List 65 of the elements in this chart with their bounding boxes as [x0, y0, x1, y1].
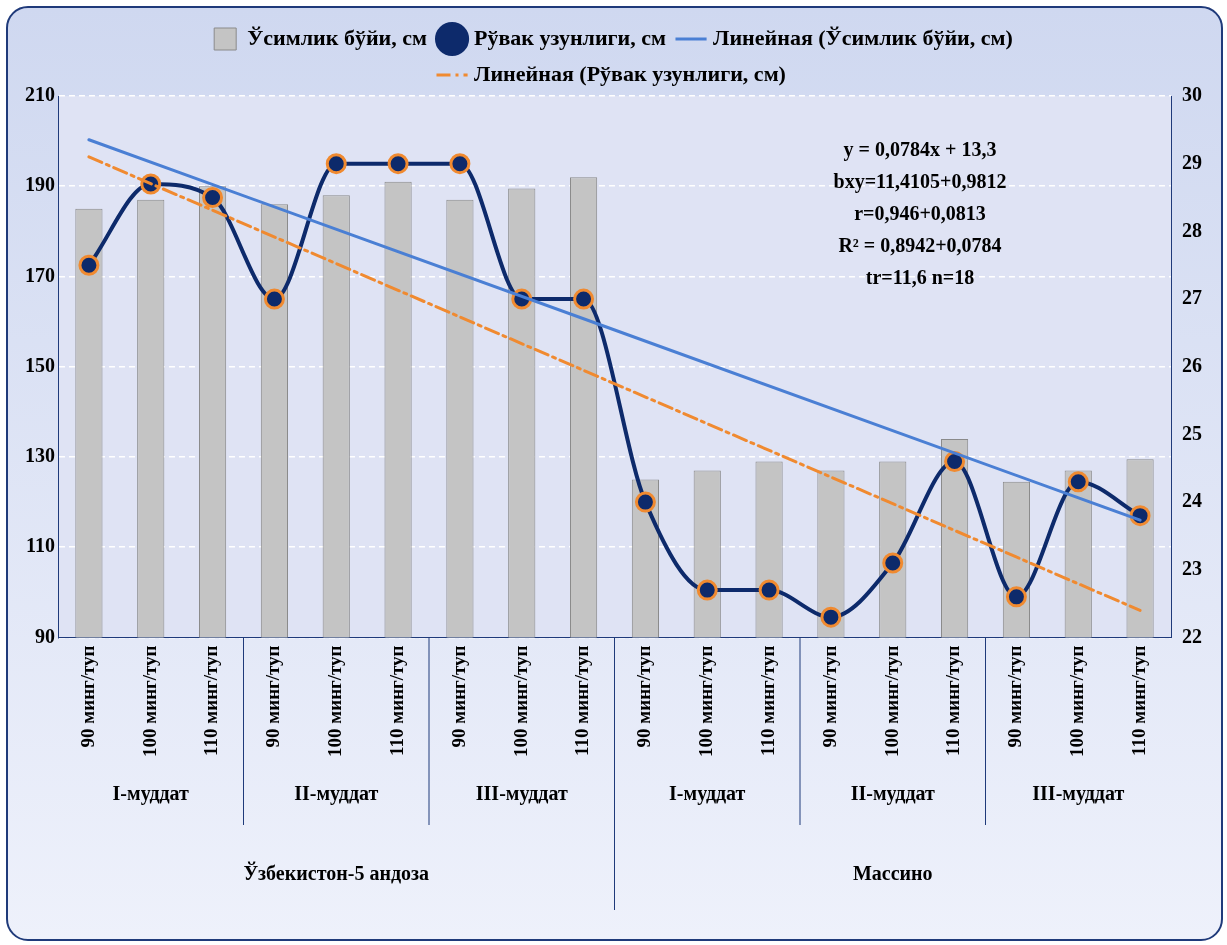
x-tick-label: 90 минг/туп	[818, 645, 840, 748]
y2-tick-label: 24	[1182, 489, 1202, 512]
x-tick-label: 100 минг/туп	[880, 645, 902, 758]
x-tick-label: 90 минг/туп	[76, 645, 98, 748]
x-tick-label: 90 минг/туп	[447, 645, 469, 748]
text: III-муддат	[1032, 782, 1125, 806]
point	[263, 288, 285, 310]
annotation: R² = 0,8942+0,0784	[838, 234, 1002, 257]
x-tick-label: 100 минг/туп	[695, 645, 717, 758]
point	[78, 254, 100, 276]
annotation: y = 0,0784x + 13,3	[843, 138, 997, 162]
text: II-муддат	[850, 782, 935, 806]
annotation: bxy=11,4105+0,9812	[833, 170, 1007, 194]
y2-tick-label: 26	[1182, 353, 1202, 376]
x-tick-label: 110 минг/туп	[385, 645, 407, 756]
text: Ўзбекистон-5 андоза	[243, 861, 430, 885]
x-tick-label: 110 минг/туп	[942, 645, 964, 756]
x-tick-label: 110 минг/туп	[200, 645, 222, 756]
x-tick-label: 90 минг/туп	[262, 645, 284, 748]
y-tick-label: 90	[35, 624, 55, 647]
y-tick-label: 150	[25, 353, 55, 376]
x-tick-label: 110 минг/туп	[1127, 645, 1149, 756]
legend-label: Линейная (Рўвак узунлиги, см)	[474, 60, 786, 86]
point	[820, 606, 842, 628]
point	[325, 153, 347, 175]
y-tick-label: 110	[26, 534, 55, 557]
x-tick-label: 100 минг/туп	[509, 645, 531, 758]
x-tick-label: 110 минг/туп	[571, 645, 593, 756]
point	[882, 552, 904, 574]
y2-tick-label: 28	[1182, 218, 1202, 241]
y-tick-label: 210	[25, 83, 55, 106]
point	[758, 579, 780, 601]
y2-tick-label: 29	[1182, 150, 1202, 173]
point	[573, 288, 595, 310]
y-tick-label: 190	[25, 173, 55, 196]
point	[1067, 471, 1089, 493]
y-tick-label: 170	[25, 263, 55, 286]
y2-tick-label: 22	[1182, 624, 1202, 647]
legend-label: Ўсимлик бўйи, см	[247, 24, 428, 50]
y2-tick-label: 27	[1182, 286, 1202, 309]
text: III-муддат	[475, 782, 568, 806]
text: I-муддат	[669, 782, 746, 806]
text: Массино	[852, 862, 933, 885]
point	[202, 187, 224, 209]
point	[387, 153, 409, 175]
text: II-муддат	[294, 782, 379, 806]
point	[449, 153, 471, 175]
y-tick-label: 130	[25, 444, 55, 467]
x-tick-label: 100 минг/туп	[138, 645, 160, 758]
annotation: r=0,946+0,0813	[854, 202, 986, 225]
text: I-муддат	[112, 782, 190, 806]
x-tick-label: 90 минг/туп	[1004, 645, 1026, 748]
x-tick-label: 110 минг/туп	[756, 645, 778, 756]
y2-tick-label: 23	[1182, 556, 1202, 579]
x-tick-label: 100 минг/туп	[1066, 645, 1088, 758]
y2-tick-label: 25	[1182, 421, 1202, 444]
point	[1005, 586, 1027, 608]
x-tick-label: 100 минг/туп	[324, 645, 346, 758]
annotation: tr=11,6 n=18	[865, 266, 975, 289]
point	[634, 491, 656, 513]
legend-label: Линейная (Ўсимлик бўйи, см)	[713, 24, 1013, 50]
legend-label: Рўвак узунлиги, см	[474, 24, 667, 50]
point	[696, 579, 718, 601]
y2-tick-label: 30	[1182, 83, 1202, 106]
x-tick-label: 90 минг/туп	[633, 645, 655, 748]
